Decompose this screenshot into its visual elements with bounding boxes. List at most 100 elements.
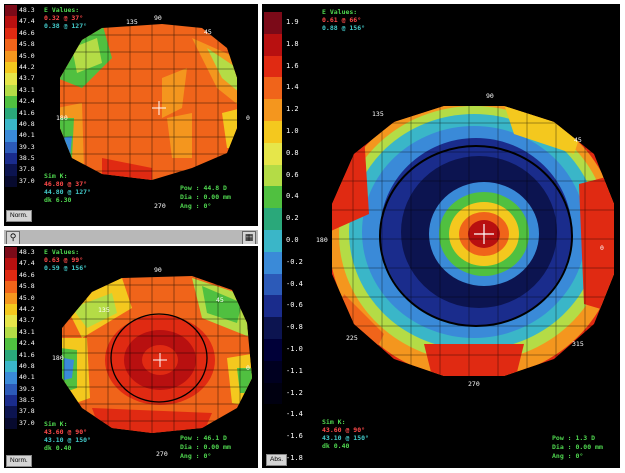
scale-label: 1.2 bbox=[286, 105, 299, 114]
scale-swatch bbox=[5, 315, 17, 327]
scale-swatch bbox=[5, 360, 17, 373]
scale-label: 43.7 bbox=[19, 74, 35, 83]
sim-k-line-1: 43.60 @ 90° bbox=[322, 426, 366, 434]
color-scale: 48.3 47.4 46.6 45.8 45.0 44.2 43.7 43.1 42.4 41.6… bbox=[5, 247, 39, 430]
scale-row: 1.9 bbox=[264, 12, 316, 34]
scale-label: 47.4 bbox=[19, 17, 35, 26]
sim-k-line-1: 46.80 @ 37° bbox=[44, 180, 88, 188]
topography-map-panel-bottom: 48.3 47.4 46.6 45.8 45.0 44.2 43.7 43.1 42.4 41.6… bbox=[4, 246, 258, 468]
scale-row: 1.0 bbox=[264, 120, 316, 143]
scale-label: 0.6 bbox=[286, 170, 299, 179]
sim-k-title: Sim K: bbox=[44, 172, 68, 180]
zoom-icon[interactable]: ⚲ bbox=[6, 231, 20, 244]
e-value-line-2: 0.88 @ 156° bbox=[322, 24, 366, 32]
norm-scale-button[interactable]: Norm. bbox=[6, 210, 32, 222]
scale-swatch bbox=[264, 382, 282, 405]
scale-swatch bbox=[5, 349, 17, 361]
scale-label: -1.0 bbox=[286, 344, 303, 353]
scale-row: 1.4 bbox=[264, 77, 316, 100]
scale-label: -0.2 bbox=[286, 257, 303, 266]
scale-row: 38.5 bbox=[5, 153, 39, 165]
scale-row: 45.8 bbox=[5, 281, 39, 293]
sim-k-line-2: 43.10 @ 150° bbox=[322, 434, 369, 442]
axis-label-135: 135 bbox=[126, 18, 138, 26]
scale-label: 37.0 bbox=[19, 176, 35, 185]
scale-label: 46.6 bbox=[19, 270, 35, 279]
e-values-title: E Values: bbox=[322, 8, 358, 16]
scale-row: -0.6 bbox=[264, 295, 316, 318]
scale-label: 0.0 bbox=[286, 235, 299, 244]
scale-row: 40.8 bbox=[5, 360, 39, 373]
scale-row: 0.2 bbox=[264, 208, 316, 230]
curvature-map[interactable] bbox=[42, 18, 258, 188]
scale-row: 40.1 bbox=[5, 130, 39, 142]
scale-row: -1.0 bbox=[264, 338, 316, 361]
scale-row: 40.8 bbox=[5, 118, 39, 131]
scale-label: 37.8 bbox=[19, 407, 35, 416]
topography-map-panel-top: 48.3 47.4 46.6 45.8 45.0 44.2 43.7 43.1 42.4 41.6… bbox=[4, 4, 258, 226]
norm-scale-button[interactable]: Norm. bbox=[6, 455, 32, 467]
scale-swatch bbox=[264, 273, 282, 296]
scale-swatch bbox=[5, 417, 17, 430]
sim-k-title: Sim K: bbox=[44, 420, 68, 428]
scale-swatch bbox=[264, 33, 282, 56]
scale-swatch bbox=[5, 175, 17, 188]
curvature-map[interactable] bbox=[42, 268, 258, 436]
angle-readout: Ang : 0° bbox=[180, 202, 212, 210]
scale-row: 40.1 bbox=[5, 372, 39, 384]
scale-label: 42.4 bbox=[19, 339, 35, 348]
angle-readout: Ang : 0° bbox=[180, 452, 212, 460]
scale-swatch bbox=[5, 118, 17, 131]
axis-label-0: 0 bbox=[600, 244, 604, 252]
panel-toolbar: ⚲ ▦ bbox=[4, 230, 258, 244]
scale-row: 47.4 bbox=[5, 258, 39, 270]
scale-swatch bbox=[264, 164, 282, 187]
scale-row: 0.8 bbox=[264, 142, 316, 165]
scale-row: 37.0 bbox=[5, 175, 39, 188]
scale-label: 44.2 bbox=[19, 304, 35, 313]
scale-label: 48.3 bbox=[19, 6, 35, 14]
scale-swatch bbox=[5, 130, 17, 142]
scale-row: 48.3 bbox=[5, 247, 39, 259]
scale-swatch bbox=[5, 247, 17, 259]
scale-label: 43.7 bbox=[19, 316, 35, 325]
scale-label: 39.3 bbox=[19, 142, 35, 151]
scale-row: 45.0 bbox=[5, 292, 39, 304]
scale-label: 1.6 bbox=[286, 61, 299, 70]
scale-label: -0.4 bbox=[286, 279, 303, 288]
color-scale: 1.9 1.8 1.6 1.4 1.2 1.0 0.8 0.6 0.4 0.2 0.0 -0.2 -0.… bbox=[264, 12, 316, 468]
axis-label-135: 135 bbox=[98, 306, 110, 314]
scale-row: 45.8 bbox=[5, 39, 39, 51]
scale-label: 1.8 bbox=[286, 39, 299, 48]
scale-row: 0.0 bbox=[264, 229, 316, 252]
scale-label: 46.6 bbox=[19, 28, 35, 37]
scale-row: 44.2 bbox=[5, 61, 39, 74]
elevation-map[interactable] bbox=[324, 94, 618, 384]
abs-scale-button[interactable]: Abs. bbox=[266, 454, 288, 466]
scale-swatch bbox=[5, 84, 17, 97]
axis-label-225: 225 bbox=[346, 334, 358, 342]
scale-label: 45.0 bbox=[19, 293, 35, 302]
grid-icon[interactable]: ▦ bbox=[242, 231, 256, 244]
scale-label: 45.0 bbox=[19, 51, 35, 60]
scale-swatch bbox=[5, 258, 17, 270]
scale-label: 47.4 bbox=[19, 259, 35, 268]
power-readout: Pow : 1.3 D bbox=[552, 434, 596, 442]
scale-swatch bbox=[5, 153, 17, 165]
scale-row: -1.4 bbox=[264, 404, 316, 427]
scale-swatch bbox=[264, 338, 282, 361]
axis-label-270: 270 bbox=[468, 380, 480, 388]
scale-row: -1.1 bbox=[264, 360, 316, 383]
scale-row: 47.4 bbox=[5, 16, 39, 28]
scale-label: -1.6 bbox=[286, 432, 303, 441]
sim-k-line-2: 43.10 @ 150° bbox=[44, 436, 91, 444]
axis-label-45: 45 bbox=[204, 28, 212, 36]
sim-k-line-1: 43.60 @ 90° bbox=[44, 428, 88, 436]
scale-swatch bbox=[5, 269, 17, 282]
scale-label: 43.1 bbox=[19, 327, 35, 336]
scale-row: -0.2 bbox=[264, 251, 316, 274]
scale-swatch bbox=[5, 338, 17, 350]
sim-k-line-3: dk 0.40 bbox=[322, 442, 350, 450]
diameter-readout: Dia : 0.00 mm bbox=[552, 443, 603, 451]
scale-swatch bbox=[5, 39, 17, 51]
